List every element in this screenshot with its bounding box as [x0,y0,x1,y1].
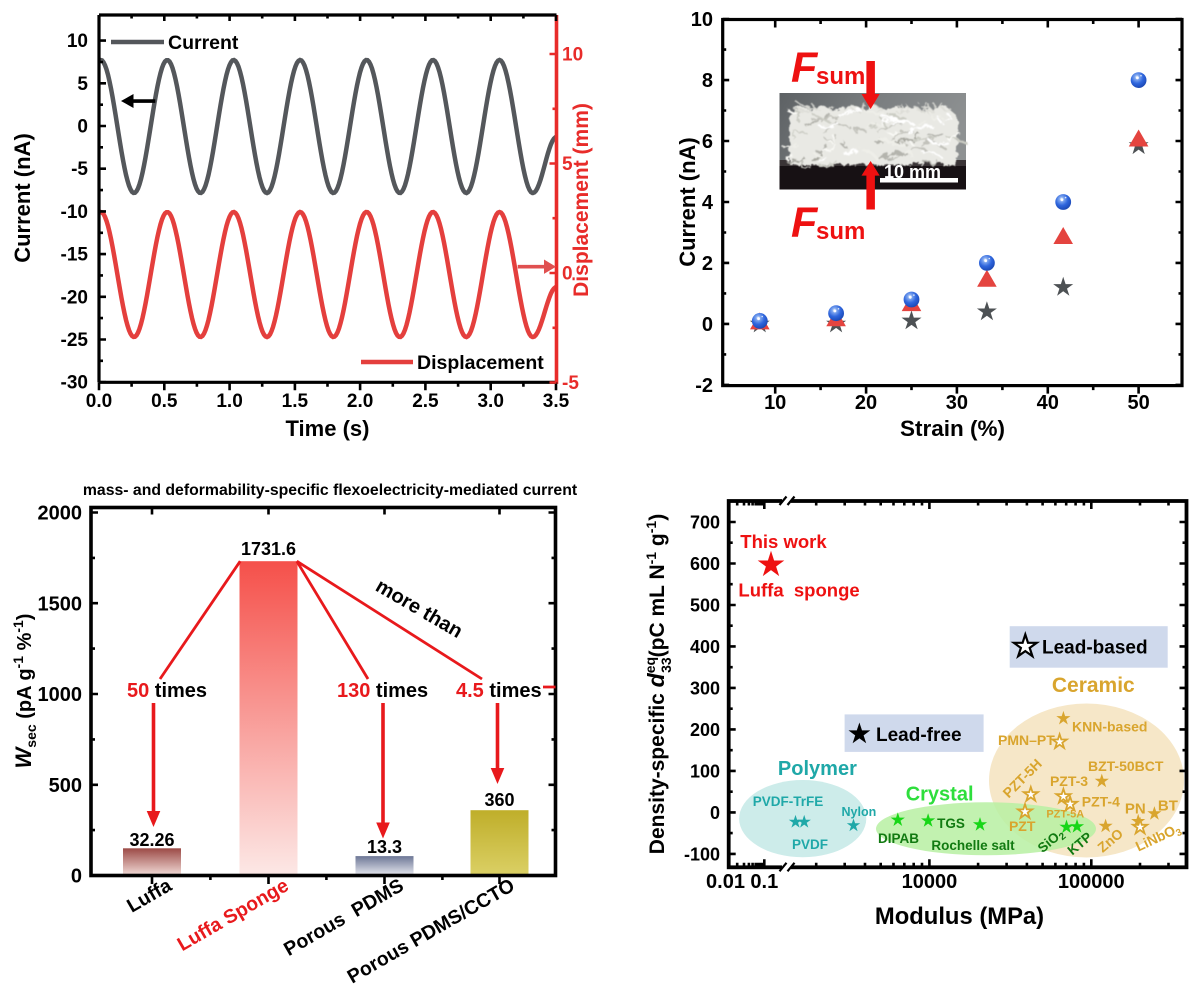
svg-text:This work: This work [740,531,827,552]
svg-text:PZT: PZT [1009,818,1036,834]
svg-text:1.5: 1.5 [282,391,309,412]
svg-text:1500: 1500 [38,593,83,615]
svg-text:Displacement: Displacement [417,352,544,374]
svg-text:-100: -100 [684,844,720,864]
svg-text:-25: -25 [61,330,89,351]
svg-text:3.0: 3.0 [477,391,503,412]
svg-text:500: 500 [49,775,82,797]
svg-text:Current: Current [168,32,239,54]
svg-text:Polymer: Polymer [778,758,857,780]
svg-text:-15: -15 [61,245,89,266]
svg-text:130 times: 130 times [337,680,428,702]
svg-text:10: 10 [562,45,583,66]
svg-text:0: 0 [710,803,720,823]
svg-text:TGS: TGS [937,816,965,831]
svg-text:8: 8 [702,70,713,92]
svg-text:700: 700 [690,512,720,532]
svg-text:50: 50 [1128,392,1150,414]
svg-text:DIPAB: DIPAB [878,831,919,846]
svg-text:Strain (%): Strain (%) [900,416,1005,441]
svg-text:Nylon: Nylon [842,805,877,819]
svg-text:50 times: 50 times [127,680,207,702]
svg-text:10: 10 [67,31,88,52]
svg-text:PZT-4: PZT-4 [1082,794,1120,810]
svg-text:300: 300 [690,678,720,698]
svg-text:2: 2 [702,253,713,275]
svg-text:0.1: 0.1 [750,871,778,893]
svg-text:Modulus (MPa): Modulus (MPa) [875,903,1044,930]
svg-text:5: 5 [77,74,88,95]
svg-text:600: 600 [690,554,720,574]
svg-text:-5: -5 [71,159,88,180]
svg-text:0: 0 [77,117,88,138]
svg-text:-10: -10 [61,202,88,223]
svg-text:Time (s): Time (s) [286,416,370,441]
svg-text:KNN-based: KNN-based [1072,718,1147,734]
svg-text:Density-specific deq33(pC mL N: Density-specific deq33(pC mL N-1 g-1) [642,514,674,854]
svg-text:BT: BT [1158,798,1178,815]
svg-text:PZT-5A: PZT-5A [1046,809,1084,821]
svg-text:32.26: 32.26 [129,830,174,850]
svg-text:40: 40 [1037,392,1059,414]
svg-text:PMN–PT: PMN–PT [998,732,1055,748]
svg-text:BZT-50BCT: BZT-50BCT [1088,758,1164,774]
svg-text:10 mm: 10 mm [884,162,941,182]
svg-text:5: 5 [562,154,573,175]
svg-text:sum: sum [816,218,865,245]
svg-text:10: 10 [764,392,786,414]
svg-text:0: 0 [71,866,82,888]
svg-text:sum: sum [816,63,865,90]
svg-text:500: 500 [690,595,720,615]
svg-text:0.0: 0.0 [86,391,112,412]
svg-text:4: 4 [702,192,714,214]
svg-text:0.5: 0.5 [151,391,178,412]
svg-text:1000: 1000 [38,684,83,706]
svg-text:0: 0 [702,314,713,336]
svg-text:F: F [791,199,819,247]
svg-text:Current (nA): Current (nA) [675,137,700,267]
svg-text:30: 30 [946,392,968,414]
svg-text:Displacement (mm): Displacement (mm) [570,103,593,297]
svg-text:-2: -2 [695,375,713,397]
svg-text:2.5: 2.5 [412,391,439,412]
svg-text:PVDF-TrFE: PVDF-TrFE [753,794,824,809]
svg-text:PN: PN [1125,801,1146,818]
svg-text:10: 10 [691,9,713,31]
svg-text:Current (nA): Current (nA) [10,133,35,263]
svg-text:Wsec (pA g-1 %-1): Wsec (pA g-1 %-1) [10,614,39,769]
svg-text:Lead-based: Lead-based [1042,638,1148,659]
svg-text:100: 100 [690,761,720,781]
svg-text:0.01: 0.01 [706,871,745,893]
svg-text:200: 200 [690,720,720,740]
svg-text:6: 6 [702,131,713,153]
svg-text:400: 400 [690,637,720,657]
svg-text:1.0: 1.0 [216,391,242,412]
svg-text:100000: 100000 [1058,871,1125,893]
svg-text:mass- and deformability-specif: mass- and deformability-specific flexoel… [83,482,578,499]
svg-text:13.3: 13.3 [367,837,402,857]
svg-text:Ceramic: Ceramic [1052,674,1135,697]
svg-text:360: 360 [484,790,514,810]
svg-text:F: F [791,44,819,92]
svg-text:3.5: 3.5 [543,391,570,412]
svg-text:0: 0 [562,264,573,285]
svg-text:1731.6: 1731.6 [241,539,296,559]
svg-text:-30: -30 [61,373,88,394]
svg-text:Rochelle salt: Rochelle salt [931,838,1015,853]
svg-text:Crystal: Crystal [906,784,974,806]
svg-text:Luffa sponge: Luffa sponge [738,580,859,601]
svg-text:-20: -20 [61,287,88,308]
svg-text:4.5 times: 4.5 times [456,680,542,702]
svg-text:PZT-3: PZT-3 [1050,773,1088,789]
svg-text:Lead-free: Lead-free [876,725,962,746]
svg-text:10000: 10000 [902,871,958,893]
svg-text:2.0: 2.0 [347,391,373,412]
svg-text:-5: -5 [562,373,579,394]
svg-text:20: 20 [855,392,877,414]
svg-text:2000: 2000 [38,503,83,525]
svg-text:PVDF: PVDF [792,837,828,852]
